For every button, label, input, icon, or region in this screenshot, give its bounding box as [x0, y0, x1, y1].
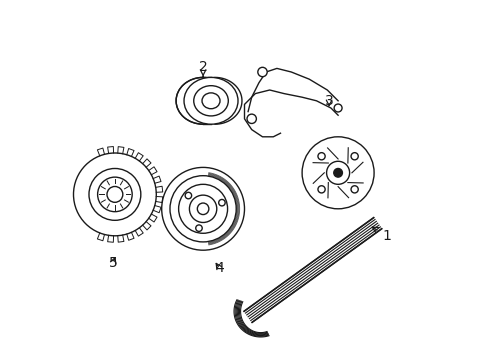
Text: 2: 2	[198, 60, 207, 76]
Text: 1: 1	[371, 227, 390, 243]
Circle shape	[170, 176, 236, 242]
Circle shape	[197, 203, 208, 215]
Ellipse shape	[183, 77, 238, 124]
Text: 5: 5	[108, 256, 117, 270]
Circle shape	[178, 184, 227, 233]
Circle shape	[333, 168, 342, 177]
Circle shape	[218, 199, 224, 206]
Ellipse shape	[176, 77, 230, 124]
Ellipse shape	[202, 93, 220, 109]
Ellipse shape	[193, 86, 228, 116]
Circle shape	[98, 177, 132, 212]
Circle shape	[162, 167, 244, 250]
Text: 3: 3	[324, 94, 333, 108]
Circle shape	[73, 153, 156, 236]
Circle shape	[185, 192, 191, 199]
Circle shape	[257, 67, 266, 77]
Circle shape	[195, 225, 202, 231]
Circle shape	[302, 137, 373, 209]
Circle shape	[317, 186, 325, 193]
Circle shape	[333, 104, 342, 112]
Text: 4: 4	[215, 261, 223, 275]
Circle shape	[317, 153, 325, 160]
Circle shape	[350, 186, 358, 193]
Circle shape	[350, 153, 358, 160]
Circle shape	[89, 168, 141, 220]
Circle shape	[107, 186, 122, 202]
Circle shape	[189, 195, 216, 222]
Circle shape	[246, 114, 256, 123]
Circle shape	[326, 161, 349, 184]
